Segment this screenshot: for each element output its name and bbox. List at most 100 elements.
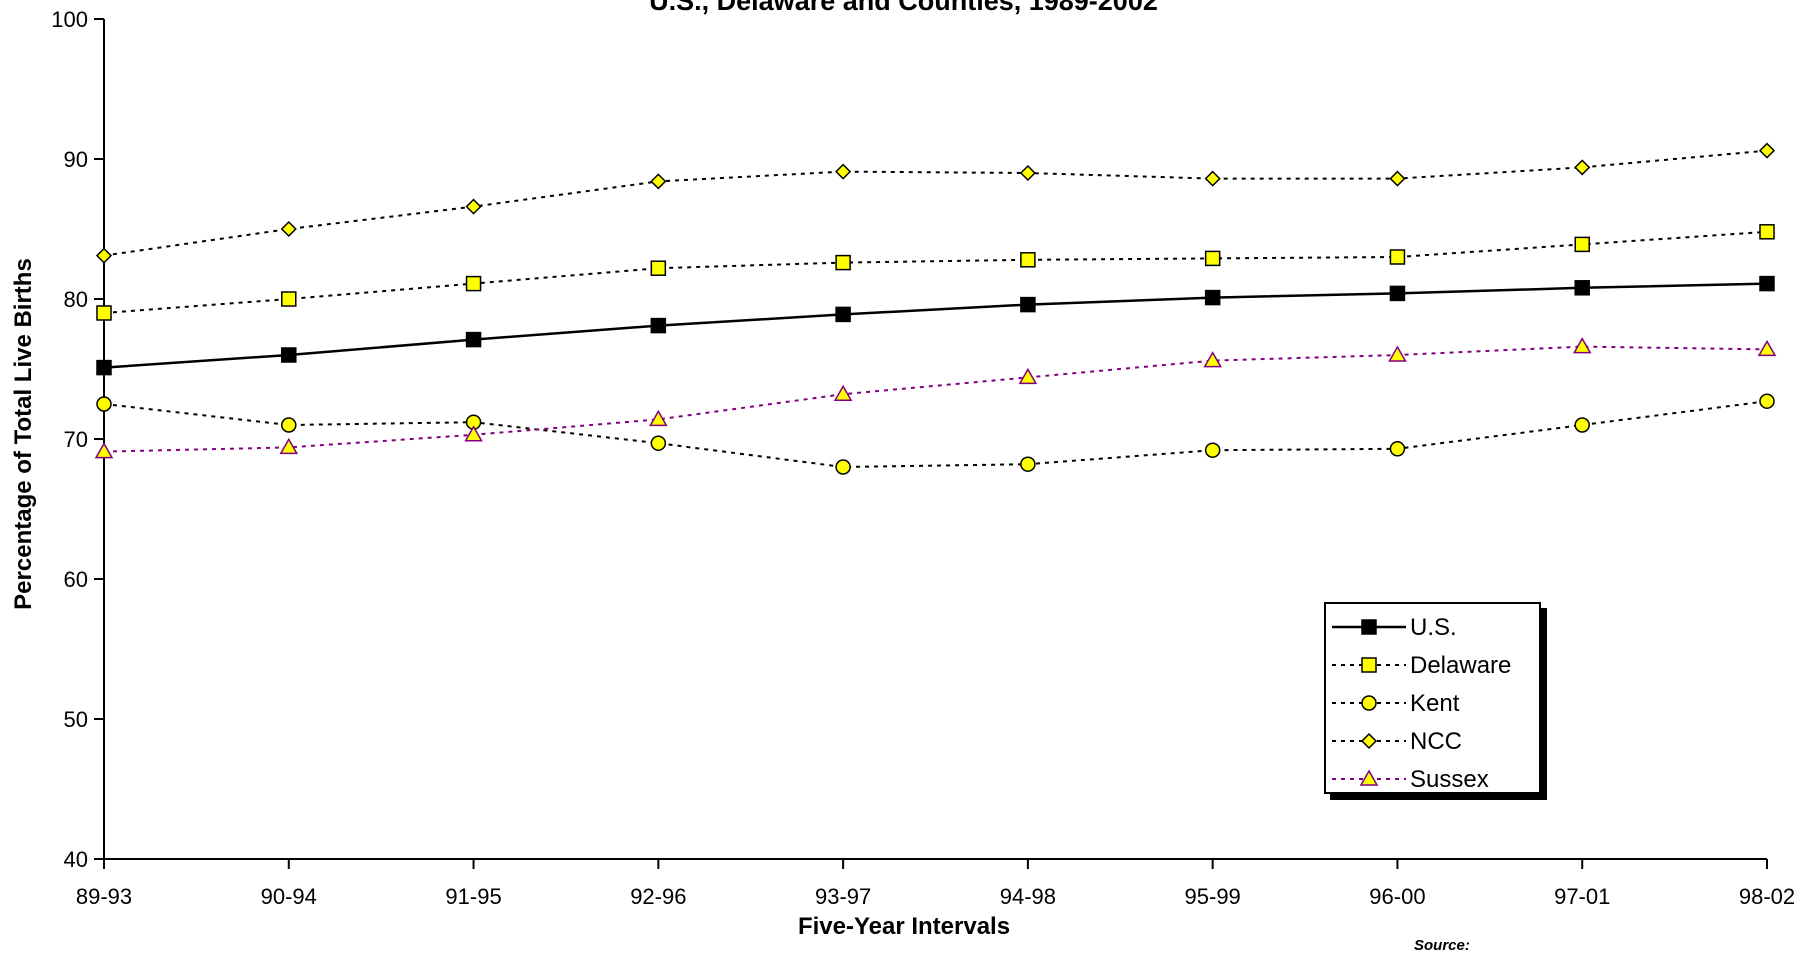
- legend-item-sussex: Sussex: [1326, 764, 1539, 794]
- point-ncc: [835, 163, 852, 180]
- point-sussex: [1388, 345, 1407, 362]
- point-u-s: [1389, 285, 1406, 302]
- axes: 40 50 60 70 80 90 100 89-93 90-94 91-95 92-96 93-97…: [51, 7, 1795, 909]
- series-sussex: [94, 337, 1777, 459]
- point-u-s: [1204, 289, 1221, 306]
- legend-item-ncc: NCC: [1326, 726, 1539, 756]
- series-line-delaware: [103, 230, 1768, 314]
- point-sussex: [464, 425, 483, 442]
- point-u-s: [835, 306, 851, 323]
- point-u-s: [465, 331, 482, 348]
- point-ncc: [95, 247, 113, 264]
- point-sussex: [1572, 337, 1592, 354]
- point-ncc: [1574, 159, 1591, 176]
- point-sussex: [1203, 351, 1222, 368]
- legend-item-u-s: U.S.: [1326, 612, 1539, 642]
- legend: U.S. Delaware Kent NCC Sussex: [1324, 602, 1541, 794]
- point-kent: [1204, 442, 1221, 458]
- y-tick-label: 90: [64, 147, 88, 172]
- series-line-u-s: [103, 282, 1768, 369]
- legend-label-ncc: NCC: [1410, 728, 1462, 755]
- point-ncc: [1758, 142, 1776, 159]
- series-ncc: [95, 142, 1776, 264]
- series-group: [94, 142, 1777, 475]
- series-line-ncc: [103, 149, 1768, 257]
- point-sussex: [279, 437, 299, 455]
- legend-marker-u-s: [1361, 619, 1377, 635]
- legend-marker-kent: [1361, 695, 1377, 711]
- legend-marker-sussex: [1359, 769, 1379, 786]
- legend-item-kent: Kent: [1326, 688, 1539, 718]
- x-tick-label: 93-97: [815, 884, 871, 909]
- point-ncc: [1019, 164, 1036, 182]
- legend-swatch-u-s: [1332, 619, 1406, 635]
- x-axis-label: Five-Year Intervals: [797, 913, 1011, 940]
- point-kent: [1389, 441, 1406, 457]
- point-sussex: [833, 384, 853, 401]
- legend-marker-delaware: [1361, 657, 1377, 673]
- point-delaware: [1204, 250, 1221, 267]
- point-kent: [835, 459, 851, 475]
- point-ncc: [650, 173, 667, 190]
- point-delaware: [1574, 236, 1590, 253]
- legend-item-delaware: Delaware: [1326, 650, 1539, 680]
- chart-title: U.S., Delaware and Counties, 1989-2002: [649, 0, 1158, 16]
- y-tick-label: 60: [64, 567, 88, 592]
- series-kent: [96, 393, 1775, 475]
- point-delaware: [96, 305, 112, 321]
- series-line-kent: [103, 400, 1768, 469]
- legend-swatch-sussex: [1332, 769, 1406, 786]
- x-tick-label: 89-93: [76, 884, 132, 909]
- x-tick-label: 94-98: [1000, 884, 1056, 909]
- point-delaware: [835, 254, 851, 271]
- point-u-s: [650, 317, 667, 334]
- point-ncc: [280, 220, 297, 238]
- point-u-s: [96, 359, 112, 376]
- point-kent: [1574, 417, 1590, 433]
- point-delaware: [1389, 249, 1406, 265]
- series-delaware: [96, 224, 1775, 321]
- point-sussex: [1018, 367, 1038, 385]
- x-tick-label: 92-96: [630, 884, 686, 909]
- point-sussex: [1757, 339, 1777, 357]
- x-tick-label: 96-00: [1369, 884, 1425, 909]
- point-u-s: [1759, 275, 1775, 292]
- legend-swatch-kent: [1332, 695, 1406, 711]
- legend-marker-ncc: [1360, 732, 1378, 750]
- y-tick-label: 50: [64, 707, 88, 732]
- y-tick-label: 70: [64, 427, 88, 452]
- point-u-s: [281, 347, 297, 363]
- point-u-s: [1020, 296, 1036, 313]
- point-delaware: [281, 291, 297, 307]
- point-ncc: [465, 198, 482, 215]
- x-tick-label: 90-94: [261, 884, 317, 909]
- point-kent: [281, 417, 297, 433]
- x-tick-label: 97-01: [1554, 884, 1610, 909]
- point-kent: [1020, 456, 1036, 472]
- legend-swatch-delaware: [1332, 657, 1406, 673]
- series-u-s: [96, 275, 1775, 376]
- legend-label-u-s: U.S.: [1410, 614, 1457, 641]
- point-delaware: [650, 260, 667, 276]
- point-delaware: [1020, 252, 1036, 268]
- y-tick-label: 100: [51, 7, 88, 32]
- legend-label-kent: Kent: [1410, 690, 1460, 717]
- point-kent: [96, 396, 112, 412]
- point-sussex: [649, 409, 668, 427]
- x-tick-label: 95-99: [1185, 884, 1241, 909]
- point-delaware: [1759, 224, 1775, 240]
- point-kent: [650, 435, 667, 451]
- point-ncc: [1389, 170, 1406, 187]
- y-tick-label: 80: [64, 287, 88, 312]
- x-tick-label: 91-95: [445, 884, 501, 909]
- source-label: Source:: [1414, 937, 1470, 954]
- legend-label-delaware: Delaware: [1410, 652, 1512, 679]
- legend-swatch-ncc: [1332, 732, 1406, 750]
- point-u-s: [1574, 280, 1590, 296]
- point-sussex: [94, 442, 114, 459]
- x-tick-label: 98-02: [1739, 884, 1795, 909]
- point-ncc: [1204, 170, 1221, 187]
- y-axis-label: Percentage of Total Live Births: [10, 258, 37, 610]
- y-tick-label: 40: [64, 847, 88, 872]
